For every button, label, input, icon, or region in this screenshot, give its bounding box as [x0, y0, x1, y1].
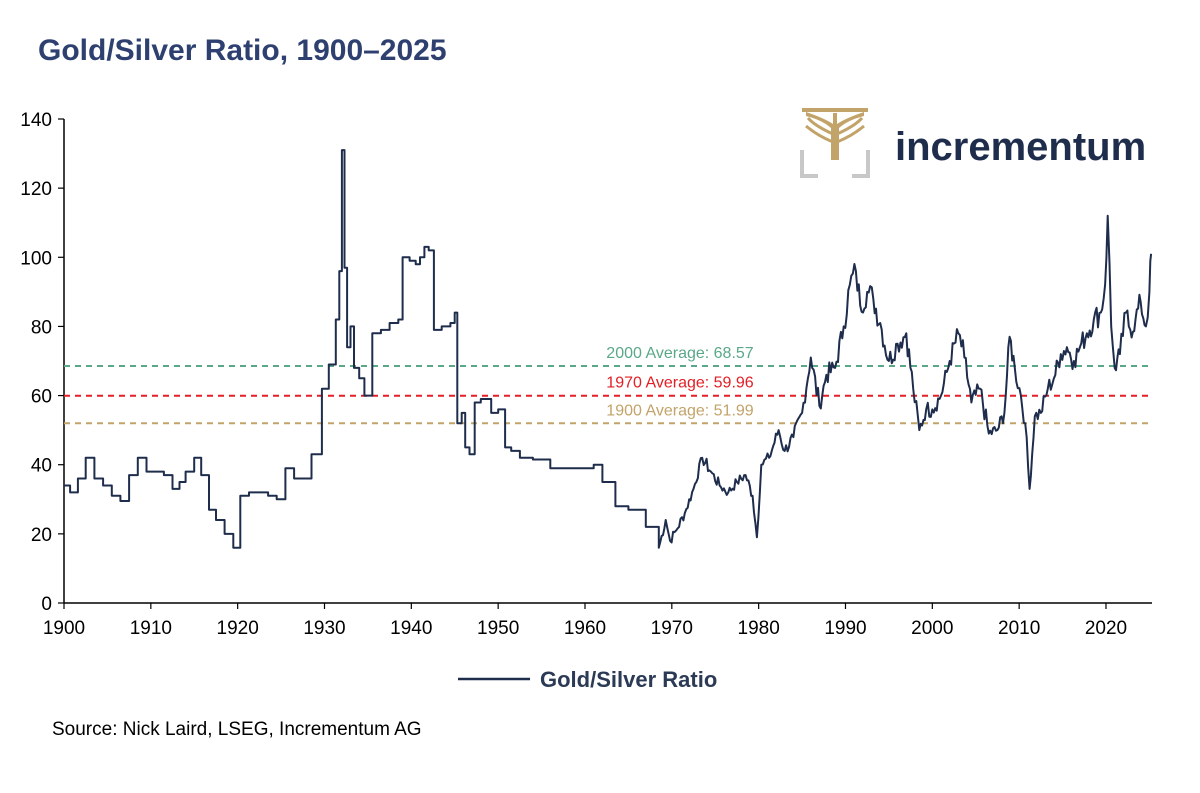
y-tick-label: 100	[20, 248, 52, 269]
x-tick-label: 1930	[303, 618, 345, 639]
chart-title: Gold/Silver Ratio, 1900–2025	[38, 34, 447, 67]
x-tick-label: 1920	[217, 618, 259, 639]
x-tick-label: 1970	[651, 618, 693, 639]
x-tick-label: 1990	[824, 618, 866, 639]
reference-lines: 2000 Average: 68.57 1970 Average: 59.96 19…	[64, 345, 1152, 425]
reference-line-label: 1970 Average: 59.96	[606, 375, 753, 392]
y-tick-label: 140	[20, 110, 52, 131]
x-tick-label: 1900	[43, 618, 85, 639]
x-tick-label: 2020	[1085, 618, 1127, 639]
y-tick-label: 40	[31, 456, 52, 477]
x-tick-label: 1940	[390, 618, 432, 639]
tree-icon	[800, 108, 870, 178]
series-line-gold-silver-ratio	[64, 149, 1153, 549]
x-tick-label: 1910	[130, 618, 172, 639]
reference-line-label: 1900 Average: 51.99	[606, 402, 753, 419]
legend: Gold/Silver Ratio	[458, 667, 717, 692]
logo-text: incrementum	[895, 125, 1146, 169]
y-tick-label: 80	[31, 317, 52, 338]
x-tick-label: 1980	[738, 618, 780, 639]
y-tick-label: 60	[31, 387, 52, 408]
series-group	[64, 149, 1153, 549]
source-note: Source: Nick Laird, LSEG, Incrementum AG	[52, 719, 422, 740]
x-tick-label: 2010	[998, 618, 1040, 639]
x-tick-label: 2000	[911, 618, 953, 639]
legend-label: Gold/Silver Ratio	[540, 667, 717, 692]
y-tick-label: 0	[41, 594, 52, 615]
x-tick-label: 1960	[564, 618, 606, 639]
y-tick-label: 120	[20, 179, 52, 200]
y-tick-label: 20	[31, 525, 52, 546]
x-tick-label: 1950	[477, 618, 519, 639]
logo: incrementum	[800, 108, 1146, 178]
reference-line-label: 2000 Average: 68.57	[606, 345, 753, 362]
axes: 0 20 40 60 80 100 120 140 1900 1910 1920 1930 1940 19…	[20, 110, 1152, 639]
